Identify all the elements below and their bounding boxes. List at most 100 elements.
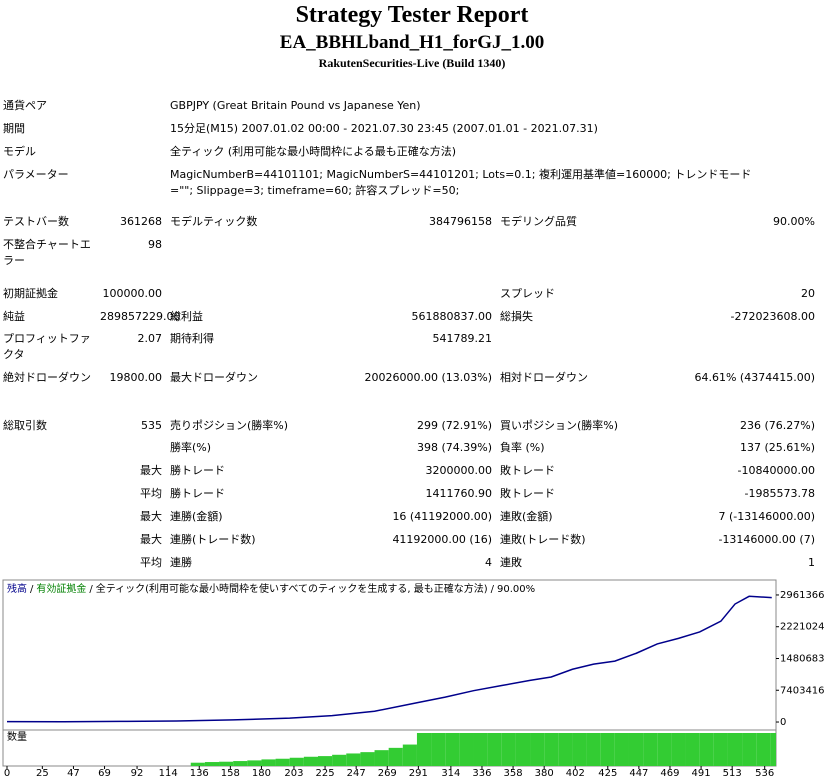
cell: 買いポジション(勝率%) <box>500 419 619 432</box>
cell: 総利益 <box>170 310 203 323</box>
cell: -272023608.00 <box>730 310 815 323</box>
cell: 384796158 <box>429 215 492 228</box>
volume-bar <box>289 757 304 766</box>
balance-line <box>6 595 772 723</box>
cell: 535 <box>141 419 162 432</box>
cell: GBPJPY (Great Britain Pound vs Japanese … <box>170 99 421 112</box>
volume-bar <box>643 733 658 766</box>
cell: 98 <box>148 238 162 251</box>
cell: 勝率(%) <box>170 441 212 454</box>
cell: 4 <box>485 556 492 569</box>
cell: 敗トレード <box>500 464 555 477</box>
volume-bar <box>317 756 333 766</box>
cell: パラメーター <box>3 168 69 181</box>
cell: 連敗(金額) <box>500 510 553 523</box>
volume-bar <box>416 733 432 766</box>
x-tick-label: 47 <box>67 768 80 778</box>
volume-bar <box>657 733 672 766</box>
volume-bar <box>332 754 347 766</box>
volume-bar <box>685 733 700 766</box>
volume-bar <box>233 761 248 766</box>
volume-bar <box>190 762 205 766</box>
volume-bar <box>671 733 686 766</box>
cell: 最大 <box>140 533 162 546</box>
cell: 100000.00 <box>102 287 163 300</box>
volume-bar <box>501 733 516 766</box>
legend-entry: 90.00% <box>497 584 535 595</box>
legend-entry: 全ティック(利用可能な最小時間枠を使いすべてのティックを生成する, 最も正確な方… <box>96 582 488 595</box>
volume-bar <box>473 733 488 766</box>
cell: 総損失 <box>500 310 533 323</box>
title: Strategy Tester Report <box>295 2 529 28</box>
volume-bar <box>558 733 573 766</box>
x-tick-label: 180 <box>252 768 271 778</box>
cell: 90.00% <box>773 215 815 228</box>
volume-bar <box>544 733 559 766</box>
volume-bar <box>204 762 220 766</box>
cell: 541789.21 <box>432 332 493 345</box>
y-tick-label: 29613666 <box>780 590 824 601</box>
cell: 相対ドローダウン <box>500 371 588 384</box>
legend-entry: 有効証拠金 <box>36 582 86 595</box>
x-tick-label: 314 <box>441 768 460 778</box>
cell: 最大 <box>140 464 162 477</box>
x-tick-label: 136 <box>190 768 209 778</box>
y-tick-label: 7403416 <box>780 685 824 696</box>
cell: 15分足(M15) 2007.01.02 00:00 - 2021.07.30 … <box>170 122 598 135</box>
server: RakutenSecurities-Live (Build 1340) <box>318 56 506 70</box>
cell: 連敗 <box>500 556 522 569</box>
volume-bar <box>459 733 474 766</box>
cell: 純益 <box>3 310 25 323</box>
volume-bar <box>261 759 276 766</box>
volume-bar <box>600 733 615 766</box>
cell: 299 (72.91%) <box>416 419 492 432</box>
y-tick-label: 0 <box>780 717 786 728</box>
x-tick-label: 402 <box>566 768 585 778</box>
volume-bar <box>402 744 417 766</box>
cell: 勝トレード <box>170 464 225 477</box>
volume-bar <box>487 733 502 766</box>
cell: 289857229.00 <box>100 310 181 323</box>
x-tick-label: 225 <box>316 768 335 778</box>
volume-bar <box>346 753 361 766</box>
volume-frame <box>2 729 777 767</box>
cell: 連勝 <box>170 556 192 569</box>
volume-bar <box>699 733 714 766</box>
volume-bar <box>247 760 262 766</box>
cell: 不整合チャートエラー <box>3 238 91 267</box>
cell: 初期証拠金 <box>3 287 58 300</box>
y-tick-label: 22210249 <box>780 622 824 633</box>
volume-bar <box>219 761 234 766</box>
volume-bar <box>515 733 531 766</box>
x-tick-label: 469 <box>660 768 679 778</box>
x-tick-label: 491 <box>692 768 711 778</box>
cell: プロフィットファクタ <box>3 332 91 361</box>
x-tick-label: 536 <box>755 768 774 778</box>
cell: 7 (-13146000.00) <box>718 510 815 523</box>
cell: 2.07 <box>137 332 163 345</box>
cell: 236 (76.27%) <box>739 419 815 432</box>
cell: 最大 <box>140 510 162 523</box>
cell: 16 (41192000.00) <box>392 510 492 523</box>
cell: 1411760.90 <box>425 487 492 500</box>
volume-bar <box>303 756 318 766</box>
subtitle: EA_BBHLband_H1_forGJ_1.00 <box>279 32 545 53</box>
volume-label: 数量 <box>7 730 27 743</box>
volume-bar <box>445 733 460 766</box>
cell: 全ティック (利用可能な最小時間枠による最も正確な方法) <box>170 145 457 158</box>
cell: 64.61% (4374415.00) <box>694 371 815 384</box>
cell: -10840000.00 <box>737 464 815 477</box>
legend-separator: / <box>491 584 495 595</box>
cell: 561880837.00 <box>411 310 492 323</box>
cell: 連勝(金額) <box>170 510 223 523</box>
cell: 連敗(トレード数) <box>500 533 586 546</box>
cell: 361268 <box>120 215 162 228</box>
cell: -1985573.78 <box>744 487 815 500</box>
x-tick-label: 158 <box>221 768 240 778</box>
cell: 3200000.00 <box>425 464 492 477</box>
cell: 期待利得 <box>170 332 214 345</box>
x-tick-label: 92 <box>131 768 144 778</box>
volume-bar <box>614 733 629 766</box>
